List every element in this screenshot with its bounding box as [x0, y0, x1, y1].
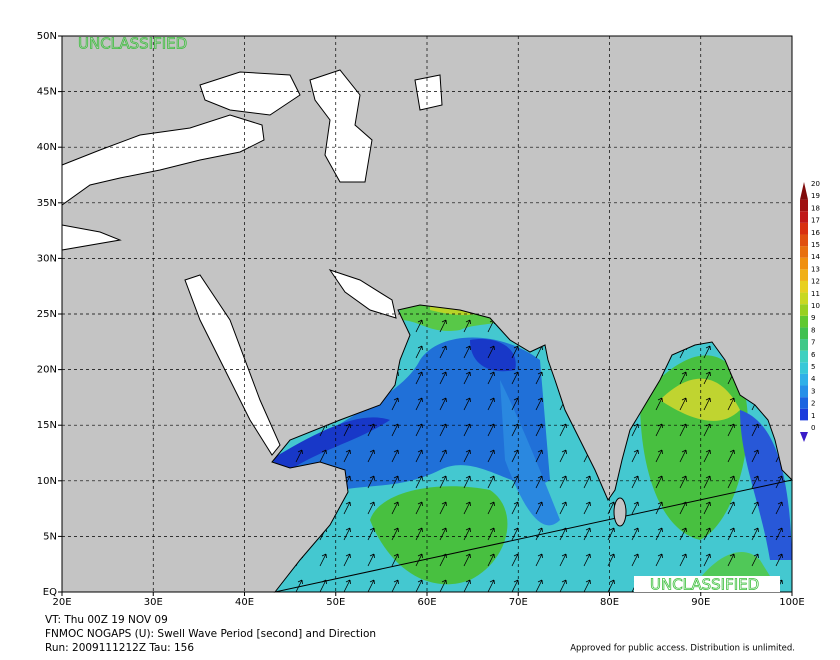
colorbar-label: 18 [811, 204, 820, 212]
colorbar-swatch [800, 385, 808, 398]
lat-label: 35N [37, 198, 57, 209]
lat-label: 45N [37, 87, 57, 98]
notice: Approved for public access. Distribution… [570, 644, 795, 654]
colorbar-label: 17 [811, 217, 820, 225]
valid-time: VT: Thu 00Z 19 NOV 09 [45, 614, 168, 626]
colorbar-swatch [800, 315, 808, 328]
colorbar-label: 0 [811, 424, 815, 432]
lat-label: 10N [37, 476, 57, 487]
colorbar-label: 20 [811, 180, 820, 188]
inland-seas [61, 69, 443, 456]
colorbar-label: 12 [811, 278, 820, 286]
colorbar-label: 8 [811, 326, 815, 334]
island [613, 497, 627, 527]
lon-label: 90E [691, 597, 710, 608]
classification: UNCLASSIFIED [78, 35, 187, 53]
lat-label: 30N [37, 253, 57, 264]
colorbar-label: 13 [811, 265, 820, 273]
graticule [58, 35, 793, 596]
classification: UNCLASSIFIED [650, 576, 759, 594]
colorbar-swatch [800, 280, 808, 293]
lat-label: 25N [37, 309, 57, 320]
colorbar-swatch [800, 234, 808, 247]
colorbar-swatch [800, 327, 808, 340]
colorbar-swatch [800, 350, 808, 363]
colorbar-label: 5 [811, 363, 815, 371]
colorbar-label: 7 [811, 339, 815, 347]
lon-label: 70E [509, 597, 528, 608]
colorbar-label: 3 [811, 387, 815, 395]
colorbar-label: 4 [811, 375, 816, 383]
lon-label: 30E [144, 597, 163, 608]
colorbar-label: 2 [811, 400, 815, 408]
colorbar-label: 6 [811, 351, 816, 359]
lat-label: EQ [43, 587, 57, 598]
label-box [634, 576, 780, 592]
colorbar-end [800, 432, 808, 442]
colorbar-swatch [800, 222, 808, 235]
lat-label: 5N [43, 531, 57, 542]
colorbar-swatch [800, 292, 808, 305]
colorbar-label: 10 [811, 302, 820, 310]
coastline [271, 304, 794, 593]
lat-label: 50N [37, 31, 57, 42]
colorbar-label: 15 [811, 241, 820, 249]
lon-label: 100E [779, 597, 804, 608]
colorbar-label: 9 [811, 314, 815, 322]
product: FNMOC NOGAPS (U): Swell Wave Period [sec… [45, 628, 376, 640]
lat-label: 40N [37, 142, 57, 153]
lon-label: 60E [417, 597, 436, 608]
lon-label: 20E [52, 597, 71, 608]
map-frame [61, 35, 793, 593]
lon-label: 40E [235, 597, 254, 608]
colorbar-swatch [800, 373, 808, 386]
colorbar-swatch [800, 397, 808, 409]
colorbar-swatch [800, 211, 808, 223]
colorbar-swatch [800, 199, 808, 212]
colorbar-label: 19 [811, 192, 820, 200]
colorbar-label: 14 [811, 253, 820, 261]
colorbar-swatch [800, 362, 808, 374]
colorbar-swatch [800, 339, 808, 351]
lon-label: 50E [326, 597, 345, 608]
colorbar-swatch [800, 304, 808, 316]
colorbar-label: 1 [811, 412, 815, 420]
lat-label: 20N [37, 365, 57, 376]
colorbar-label: 11 [811, 290, 820, 298]
colorbar-swatch [800, 257, 808, 270]
lat-label: 15N [37, 420, 57, 431]
colorbar-swatch [800, 246, 808, 258]
colorbar-swatch [800, 269, 808, 281]
colorbar-label: 16 [811, 229, 820, 237]
run: Run: 2009111212Z Tau: 156 [45, 642, 194, 654]
colorbar-end [800, 182, 808, 200]
colorbar-swatch [800, 408, 808, 421]
lon-label: 80E [600, 597, 619, 608]
